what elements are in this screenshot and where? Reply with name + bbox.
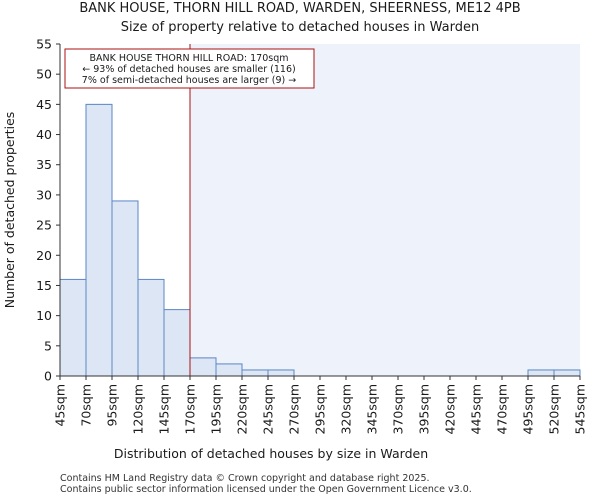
y-axis-label: Number of detached properties xyxy=(2,112,17,309)
x-tick-label: 470sqm xyxy=(495,384,510,434)
histogram-bar xyxy=(553,369,581,377)
x-tick-label: 245sqm xyxy=(261,384,276,434)
annotation-line1: BANK HOUSE THORN HILL ROAD: 170sqm xyxy=(89,53,288,64)
highlight-region-group xyxy=(190,44,580,376)
chart-title-line1: BANK HOUSE, THORN HILL ROAD, WARDEN, SHE… xyxy=(79,1,520,16)
histogram-bar xyxy=(189,357,217,377)
x-tick-label: 295sqm xyxy=(313,384,328,434)
x-tick-label: 370sqm xyxy=(391,384,406,434)
y-tick-label: 55 xyxy=(36,37,52,52)
y-tick-label: 45 xyxy=(36,97,52,112)
x-tick-label: 120sqm xyxy=(131,384,146,434)
y-ticks-group: 0 5 10 15 20 25 30 35 40 45 50 55 xyxy=(36,37,60,384)
annotation-line3: 7% of semi-detached houses are larger (9… xyxy=(82,75,296,86)
y-tick-label: 40 xyxy=(36,127,52,142)
x-tick-label: 70sqm xyxy=(79,384,94,427)
histogram-bar xyxy=(267,369,295,377)
x-tick-label: 320sqm xyxy=(339,384,354,434)
x-tick-label: 395sqm xyxy=(417,384,432,434)
bars-group xyxy=(59,103,581,377)
x-tick-label: 45sqm xyxy=(53,384,68,427)
x-tick-label: 495sqm xyxy=(521,384,536,434)
y-tick-label: 50 xyxy=(36,67,52,82)
x-tick-label: 145sqm xyxy=(157,384,172,434)
histogram-bar xyxy=(137,278,165,377)
annotation-box: BANK HOUSE THORN HILL ROAD: 170sqm ← 93%… xyxy=(64,48,315,89)
histogram-bar xyxy=(163,309,191,377)
histogram-bar xyxy=(241,369,269,377)
x-tick-label: 220sqm xyxy=(235,384,250,434)
x-tick-label: 545sqm xyxy=(573,384,588,434)
chart-title-line2: Size of property relative to detached ho… xyxy=(121,20,479,35)
x-tick-label: 170sqm xyxy=(183,384,198,434)
highlight-region xyxy=(190,44,580,376)
x-tick-label: 445sqm xyxy=(469,384,484,434)
x-tick-label: 420sqm xyxy=(443,384,458,434)
x-axis-label: Distribution of detached houses by size … xyxy=(114,446,428,461)
histogram-bar xyxy=(111,200,139,377)
histogram-bar xyxy=(215,363,243,377)
annotation-line2: ← 93% of detached houses are smaller (11… xyxy=(82,64,295,75)
x-tick-label: 520sqm xyxy=(547,384,562,434)
footer-line2: Contains public sector information licen… xyxy=(60,484,472,495)
y-tick-label: 20 xyxy=(36,248,52,263)
x-tick-label: 345sqm xyxy=(365,384,380,434)
y-tick-label: 25 xyxy=(36,218,52,233)
footer-line1: Contains HM Land Registry data © Crown c… xyxy=(60,473,430,484)
y-tick-label: 15 xyxy=(36,278,52,293)
histogram-bar xyxy=(527,369,555,377)
x-tick-label: 95sqm xyxy=(105,384,120,427)
x-tick-label: 270sqm xyxy=(287,384,302,434)
x-ticks-group: 45sqm 70sqm 95sqm 120sqm 145sqm 170sqm 195sqm 2… xyxy=(53,376,588,434)
y-tick-label: 30 xyxy=(36,187,52,202)
annotation-border xyxy=(64,48,315,89)
y-tick-label: 10 xyxy=(36,308,52,323)
histogram-bar xyxy=(85,103,113,377)
x-tick-label: 195sqm xyxy=(209,384,224,434)
histogram-bar xyxy=(59,278,87,377)
y-tick-label: 0 xyxy=(44,369,52,384)
y-tick-label: 35 xyxy=(36,157,52,172)
y-tick-label: 5 xyxy=(44,338,52,353)
